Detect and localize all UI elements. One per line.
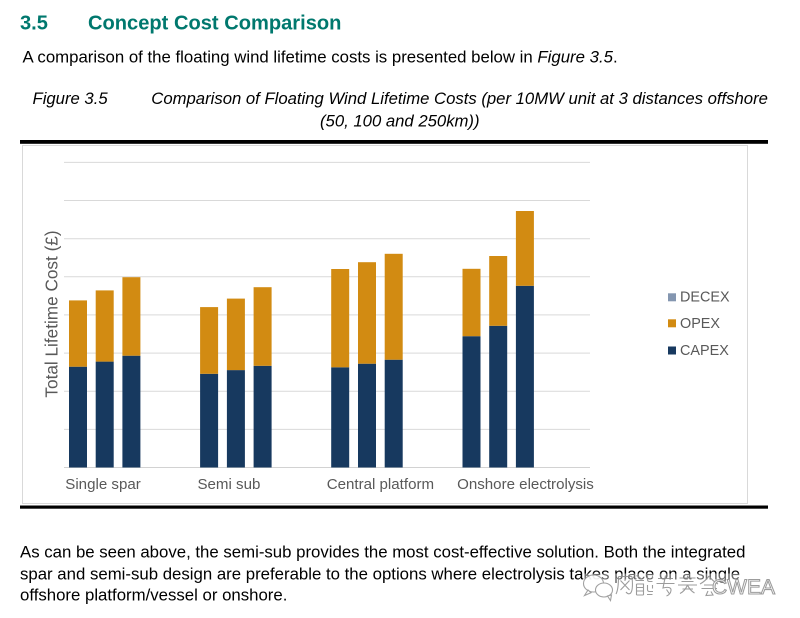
svg-text:spar and semi-sub design are p: spar and semi-sub design are preferable … [20, 565, 740, 584]
svg-text:A comparison of the floating w: A comparison of the floating wind lifeti… [23, 47, 618, 66]
svg-text:CAPEX: CAPEX [680, 343, 729, 359]
svg-text:OPEX: OPEX [680, 316, 720, 332]
svg-text:offshore platform/vessel or on: offshore platform/vessel or onshore. [20, 586, 287, 605]
svg-text:Figure 3.5: Figure 3.5 [33, 89, 109, 108]
svg-text:Onshore electrolysis: Onshore electrolysis [457, 476, 594, 493]
svg-text:CWEA: CWEA [712, 576, 775, 599]
svg-text:Central platform: Central platform [327, 476, 434, 493]
svg-text:Concept Cost Comparison: Concept Cost Comparison [88, 13, 341, 35]
svg-text:DECEX: DECEX [680, 289, 730, 305]
svg-text:Total Lifetime Cost (£): Total Lifetime Cost (£) [42, 230, 62, 397]
svg-text:Comparison of Floating Wind Li: Comparison of Floating Wind Lifetime Cos… [151, 89, 768, 108]
svg-text:(50, 100 and 250km)): (50, 100 and 250km)) [320, 112, 480, 131]
svg-text:Single spar: Single spar [65, 476, 141, 493]
svg-text:As can be seen above, the semi: As can be seen above, the semi-sub provi… [20, 543, 745, 562]
svg-text:3.5: 3.5 [20, 13, 48, 35]
svg-text:Semi sub: Semi sub [197, 476, 260, 493]
